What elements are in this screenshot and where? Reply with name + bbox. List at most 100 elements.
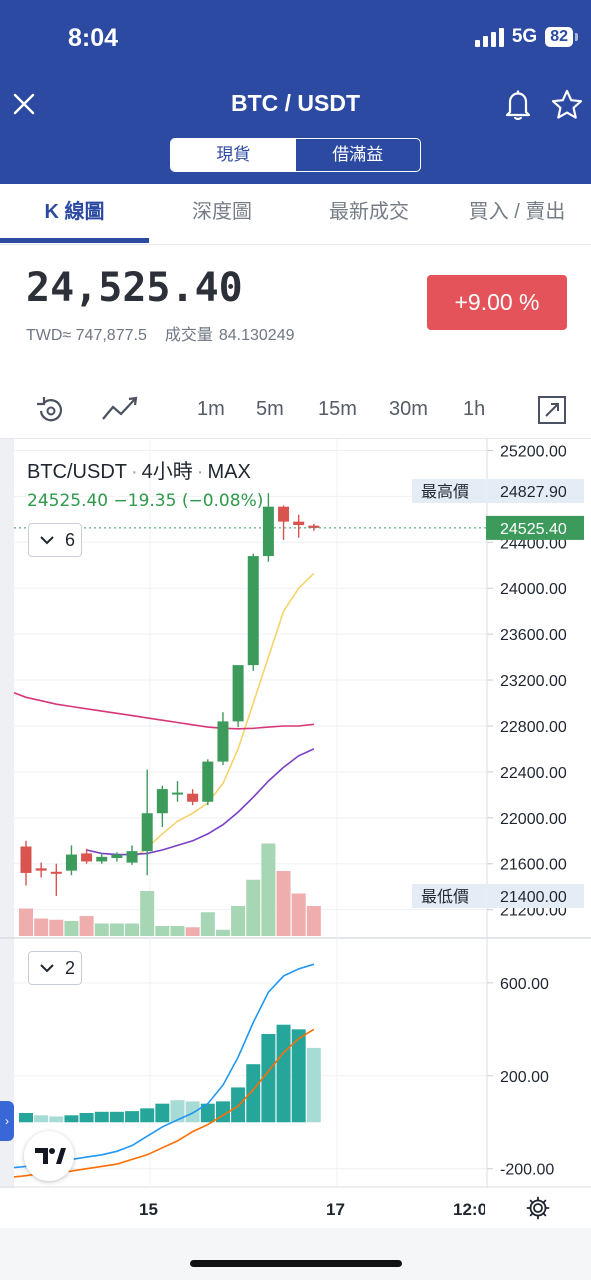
- candle-body: [50, 871, 62, 874]
- y-tick-label: 21600.00: [500, 857, 567, 874]
- candle-body: [278, 506, 290, 522]
- macd-histogram-bar: [49, 1116, 64, 1123]
- network-type: 5G: [511, 26, 538, 47]
- candle-body: [141, 813, 153, 852]
- y-tick-label: 22000.00: [500, 811, 567, 828]
- main-indicators-toggle[interactable]: 6: [28, 523, 82, 557]
- volume-bar: [231, 906, 246, 936]
- replay-icon[interactable]: [32, 394, 70, 428]
- segment-spot[interactable]: 現貨: [171, 139, 296, 171]
- volume-bar: [19, 908, 33, 936]
- volume-bar: [94, 923, 109, 936]
- twd-price: TWD≈ 747,877.5: [26, 327, 147, 344]
- macd-tick-label: -200.00: [500, 1162, 554, 1179]
- volume-value: 84.130249: [218, 327, 295, 344]
- app-header: 8:04 5G 82 BTC / USDT 現貨 借滿益: [0, 0, 591, 184]
- candle-body: [65, 854, 77, 871]
- candle-body: [293, 521, 305, 526]
- volume-bar: [125, 923, 140, 936]
- volume-bar: [155, 926, 170, 936]
- macd-histogram-bar: [155, 1103, 170, 1123]
- x-label: 17: [326, 1200, 345, 1219]
- current-price-tag: [486, 515, 584, 540]
- legend-timeframe: 4小時: [141, 461, 193, 483]
- candle-body: [247, 556, 259, 666]
- tab-kline[interactable]: K 線圖: [44, 201, 105, 223]
- segment-margin[interactable]: 借滿益: [332, 145, 384, 164]
- price-chart[interactable]: 25200.0024800.0024400.0024000.0023600.00…: [0, 439, 591, 1188]
- chevron-right-icon[interactable]: ›: [0, 1101, 14, 1141]
- volume-bar: [170, 926, 185, 936]
- high-price-value: 24827.90: [500, 484, 567, 501]
- high-price-label-bg: [412, 479, 486, 503]
- macd-histogram-bar: [170, 1100, 185, 1123]
- view-tabs: K 線圖 深度圖 最新成交 買入 / 賣出: [0, 184, 591, 245]
- x-label: 15: [139, 1200, 158, 1219]
- candle-body: [111, 854, 123, 859]
- tab-trades[interactable]: 最新成交: [329, 201, 409, 223]
- candle-body: [308, 525, 320, 528]
- star-icon[interactable]: [550, 88, 584, 122]
- candle-body: [262, 506, 274, 557]
- interval-15m[interactable]: 15m: [318, 398, 357, 420]
- status-indicators: 5G 82: [474, 26, 578, 48]
- macd-histogram-bar: [200, 1103, 215, 1123]
- interval-1h[interactable]: 1h: [463, 398, 486, 420]
- candle-body: [96, 856, 108, 862]
- battery-icon: 82: [545, 27, 578, 47]
- high-price-label: 最高價: [421, 482, 469, 501]
- macd-histogram-bar: [140, 1108, 155, 1123]
- bell-icon[interactable]: [502, 88, 534, 122]
- macd-histogram-bar: [306, 1047, 321, 1123]
- volume-bar: [109, 923, 124, 936]
- active-tab-indicator: [0, 238, 149, 243]
- sub-indicators-toggle[interactable]: 2: [28, 951, 82, 985]
- candle-body: [126, 851, 138, 863]
- y-tick-label: 22800.00: [500, 719, 567, 736]
- legend-symbol: BTC/USDT: [27, 461, 127, 483]
- fullscreen-icon[interactable]: [536, 394, 568, 426]
- gear-icon[interactable]: [526, 1196, 550, 1220]
- macd-histogram-bar: [94, 1111, 109, 1123]
- price-sub-info: TWD≈ 747,877.5 成交量 84.130249: [26, 321, 313, 345]
- interval-30m[interactable]: 30m: [389, 398, 428, 420]
- candle-body: [81, 853, 93, 862]
- tradingview-logo[interactable]: [24, 1131, 74, 1181]
- volume-label: 成交量: [164, 327, 213, 344]
- high-price-value-bg: [487, 479, 584, 503]
- chevron-down-icon: [40, 536, 54, 545]
- page-title: BTC / USDT: [230, 90, 361, 116]
- tab-buy-sell[interactable]: 買入 / 賣出: [468, 201, 566, 223]
- macd-histogram-bar: [185, 1101, 200, 1123]
- main-indicators-count: 6: [65, 530, 76, 550]
- low-price-value: 21400.00: [500, 889, 567, 906]
- volume-bar: [185, 927, 200, 936]
- chevron-down-icon: [40, 964, 54, 973]
- candle-body: [232, 665, 244, 722]
- y-tick-label: 23600.00: [500, 627, 567, 644]
- indicator-icon[interactable]: [100, 394, 140, 424]
- current-price-label: 24525.40: [500, 521, 567, 538]
- y-tick-label: 23200.00: [500, 673, 567, 690]
- interval-5m[interactable]: 5m: [256, 398, 284, 420]
- candle-body: [172, 792, 183, 795]
- macd-histogram-bar: [276, 1024, 291, 1123]
- close-icon[interactable]: [10, 90, 38, 118]
- price-change-badge: +9.00 %: [427, 275, 567, 330]
- x-label: 12:0: [453, 1200, 485, 1219]
- legend-values: 24525.40 −19.35 (−0.08%): [27, 491, 264, 511]
- candle-body: [156, 789, 168, 814]
- interval-1m[interactable]: 1m: [197, 398, 225, 420]
- low-price-value-bg: [487, 884, 584, 908]
- tab-depth[interactable]: 深度圖: [192, 201, 252, 223]
- macd-histogram-bar: [125, 1111, 140, 1123]
- macd-histogram-bar: [19, 1112, 33, 1123]
- macd-histogram-bar: [79, 1112, 94, 1123]
- low-price-label: 最低價: [421, 887, 469, 906]
- candle-body: [217, 721, 229, 762]
- low-price-label-bg: [412, 884, 486, 908]
- legend-range: MAX: [207, 461, 251, 483]
- time-axis: 15 17 12:0: [0, 1188, 591, 1228]
- volume-bar: [49, 919, 64, 936]
- moving-average-line: [13, 691, 314, 730]
